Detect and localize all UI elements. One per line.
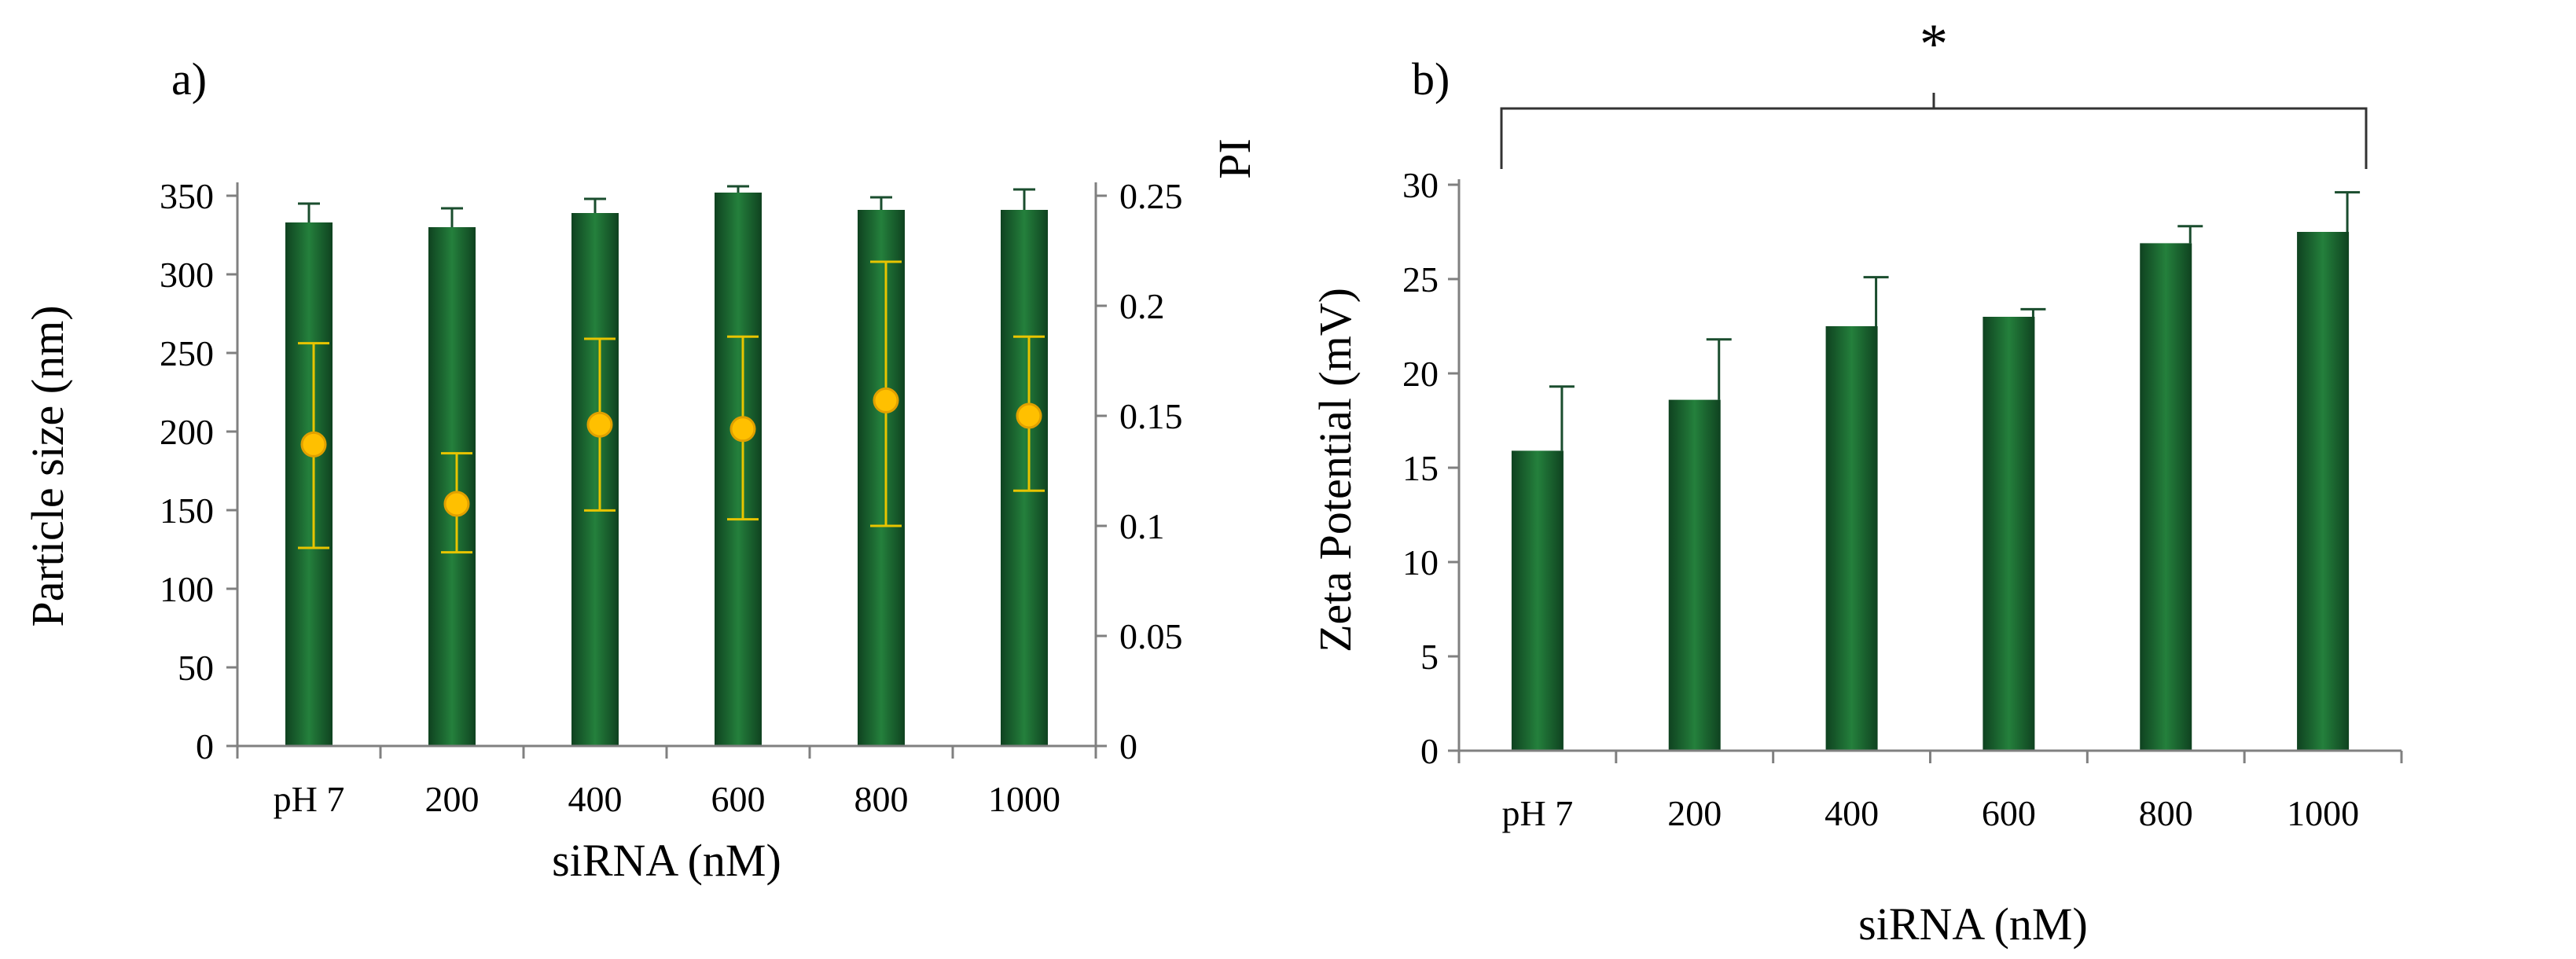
panel-b-error-bar — [1863, 276, 1889, 326]
panel-a-bar — [858, 210, 905, 746]
panel-b-error-bar — [1706, 338, 1732, 400]
panel-a-pi-marker — [1016, 402, 1042, 429]
panel-b-y-tick-label: 25 — [1402, 259, 1439, 299]
panel-a-y-tick-label: 250 — [160, 333, 214, 373]
panel-a-y2-tick-label: 0 — [1119, 726, 1137, 766]
panel-a-pi-marker — [729, 416, 756, 443]
panel-a-y2-tick-label: 0.2 — [1119, 286, 1165, 326]
panel-a-bar — [428, 227, 476, 746]
panel-b-x-ticks: pH 7 200 400 600 800 1000 — [1457, 751, 2403, 833]
panel-b-error-bar — [1549, 385, 1575, 451]
panel-b-bar — [1983, 317, 2035, 751]
panel-b-error-bar — [2177, 225, 2203, 244]
panel-a-x-tick-label: 400 — [568, 779, 623, 819]
panel-a-x-tick-label: pH 7 — [274, 779, 345, 819]
panel-a-x-tick-label: 1000 — [988, 779, 1060, 819]
panel-b-x-tick-label: 200 — [1667, 793, 1722, 833]
panel-a-pi-marker — [443, 491, 470, 517]
panel-b-error-bar — [2020, 307, 2046, 317]
panel-b-x-tick-label: 400 — [1825, 793, 1879, 833]
panel-b-y-tick-label: 15 — [1402, 448, 1439, 488]
panel-a-y2-ticks: 0 0.05 0.1 0.15 0.2 0.25 — [1096, 176, 1183, 766]
panel-a-bar — [715, 193, 762, 746]
panel-b-x-axis-title: siRNA (nM) — [1858, 898, 2088, 950]
panel-a-error-bar — [1013, 188, 1035, 210]
panel-a-y-tick-label: 300 — [160, 255, 214, 295]
panel-a-y-tick-label: 50 — [178, 648, 214, 688]
panel-a-error-bar — [584, 197, 606, 213]
panel-a-y2-tick-label: 0.25 — [1119, 176, 1183, 216]
panel-a-error-bar — [727, 185, 749, 193]
significance-bracket — [1500, 93, 2368, 169]
panel-b-label: b) — [1412, 53, 1450, 105]
panel-a-y-ticks: 0 50 100 150 200 250 300 350 — [160, 176, 237, 766]
panel-a-y-tick-label: 150 — [160, 491, 214, 531]
panel-b-bar — [1511, 450, 1564, 751]
panel-a-y-tick-label: 200 — [160, 412, 214, 452]
panel-b-y-tick-label: 0 — [1420, 731, 1439, 771]
panel-a-error-bar — [441, 207, 463, 227]
panel-b-y-axis-title: Zeta Potential (mV) — [1310, 288, 1361, 652]
panel-a-error-bar — [298, 202, 320, 222]
panel-b-x-tick-label: 600 — [1982, 793, 2036, 833]
panel-a-x-tick-label: 200 — [425, 779, 480, 819]
panel-b-bar — [2297, 232, 2350, 751]
panel-a-y2-tick-label: 0.15 — [1119, 396, 1183, 436]
panel-a-y-axis-title: Particle size (nm) — [22, 305, 73, 626]
chart-zeta-potential: b) Zeta Potential (mV) siRNA (nM) * 0 5 10… — [1310, 13, 2403, 950]
panel-a-x-ticks: pH 7 200 400 600 800 1000 — [236, 746, 1097, 819]
panel-a-error-bar — [870, 196, 892, 210]
panel-b-y-tick-label: 5 — [1420, 637, 1439, 677]
panel-b-y-tick-label: 20 — [1402, 354, 1439, 394]
panel-a-y-tick-label: 0 — [196, 726, 214, 766]
panel-a-y2-axis-title: PI — [1209, 138, 1260, 179]
panel-b-bar — [1825, 326, 1878, 751]
panel-a-y2-tick-label: 0.1 — [1119, 506, 1165, 546]
panel-b-bars — [1511, 232, 2350, 751]
panel-a-y-tick-label: 350 — [160, 176, 214, 216]
panel-b-error-bars — [1549, 191, 2361, 451]
panel-b-x-tick-label: 1000 — [2287, 793, 2359, 833]
panel-b-y-tick-label: 10 — [1402, 542, 1439, 582]
panel-b-y-tick-label: 30 — [1402, 165, 1439, 205]
panel-b-error-bar — [2335, 191, 2361, 232]
panel-a-bar — [1001, 210, 1048, 746]
panel-a-y-tick-label: 100 — [160, 569, 214, 609]
panel-a-bar — [285, 222, 333, 746]
panel-b-y-ticks: 0 5 10 15 20 25 30 — [1402, 165, 1459, 771]
panel-a-bar — [571, 213, 619, 746]
panel-b-x-tick-label: pH 7 — [1502, 793, 1574, 833]
panel-a-pi-marker — [873, 387, 899, 413]
panel-a-pi-series — [298, 260, 1045, 554]
significance-asterisk: * — [1920, 13, 1948, 75]
chart-particle-size-pi: a) Particle size (nm) PI siRNA (nM) 0 50 1… — [22, 53, 1260, 886]
panel-a-x-tick-label: 600 — [711, 779, 766, 819]
panel-a-error-bars — [298, 185, 1035, 227]
panel-a-y2-tick-label: 0.05 — [1119, 616, 1183, 656]
panel-b-bar — [1668, 399, 1721, 751]
panel-a-x-axis-title: siRNA (nM) — [552, 835, 781, 886]
panel-a-label: a) — [171, 53, 207, 105]
panel-a-pi-marker — [586, 411, 613, 438]
panel-b-x-tick-label: 800 — [2139, 793, 2193, 833]
panel-a-pi-marker — [300, 431, 327, 457]
panel-b-bar — [2140, 243, 2192, 751]
panel-a-x-tick-label: 800 — [854, 779, 909, 819]
panel-a-bars — [285, 193, 1048, 746]
